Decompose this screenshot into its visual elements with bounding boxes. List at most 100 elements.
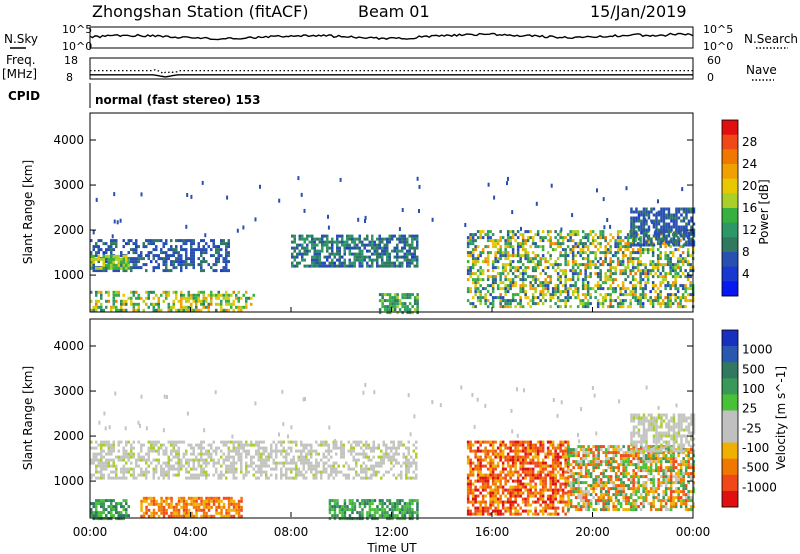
heatmap-cell [471, 461, 475, 465]
heatmap-cell [227, 511, 231, 515]
heatmap-cell [207, 293, 210, 297]
heatmap-cell [589, 272, 592, 276]
heatmap-cell [529, 245, 532, 249]
heatmap-cell [657, 199, 659, 204]
heatmap-cell [551, 242, 555, 246]
heatmap-cell [634, 278, 637, 282]
heatmap-cell [581, 263, 585, 267]
heatmap-cell [541, 290, 545, 294]
heatmap-cell [358, 261, 361, 265]
heatmap-cell [137, 266, 140, 270]
heatmap-cell [501, 467, 505, 471]
heatmap-cell [367, 476, 370, 480]
heatmap-cell [125, 263, 128, 267]
heatmap-cell [140, 266, 143, 270]
heatmap-cell [95, 517, 98, 521]
heatmap-cell [501, 236, 505, 240]
heatmap-cell [494, 440, 497, 444]
heatmap-cell [629, 290, 632, 294]
heatmap-cell [609, 284, 612, 288]
heatmap-cell [152, 269, 155, 273]
heatmap-cell [378, 299, 382, 303]
heatmap-cell [147, 239, 150, 243]
heatmap-cell [105, 499, 108, 503]
heatmap-cell [182, 452, 185, 456]
heatmap-cell [554, 293, 557, 297]
heatmap-cell [616, 263, 620, 267]
heatmap-cell [90, 476, 93, 480]
heatmap-cell [551, 494, 555, 498]
heatmap-cell [604, 248, 607, 252]
heatmap-cell [254, 217, 257, 222]
heatmap-cell [232, 308, 235, 312]
heatmap-cell [529, 461, 532, 465]
heatmap-cell [584, 475, 588, 479]
heatmap-cell [260, 461, 263, 465]
heatmap-cell [140, 455, 143, 459]
heatmap-cell [582, 457, 585, 461]
heatmap-cell [499, 248, 502, 252]
heatmap-cell [405, 458, 408, 462]
heatmap-cell [167, 496, 171, 500]
heatmap-cell [599, 263, 602, 267]
heatmap-cell [172, 446, 175, 450]
heatmap-cell [333, 240, 336, 244]
heatmap-cell [275, 455, 278, 459]
nsearch-label: N.Search [744, 32, 798, 46]
heatmap-cell [579, 508, 583, 512]
heatmap-cell [185, 452, 188, 456]
heatmap-cell [501, 491, 505, 495]
heatmap-cell [97, 260, 100, 264]
heatmap-cell [501, 440, 505, 444]
heatmap-cell [676, 302, 680, 306]
heatmap-cell [220, 470, 223, 474]
heatmap-cell [355, 473, 358, 477]
heatmap-cell [616, 230, 620, 234]
heatmap-cell [544, 503, 547, 507]
heatmap-cell [556, 305, 560, 309]
heatmap-cell [671, 281, 675, 285]
heatmap-cell [577, 466, 580, 470]
heatmap-cell [373, 243, 376, 247]
heatmap-cell [660, 240, 663, 244]
heatmap-cell [474, 284, 477, 288]
heatmap-cell [571, 251, 575, 255]
heatmap-cell [172, 449, 175, 453]
heatmap-cell [689, 269, 692, 273]
heatmap-cell [240, 496, 243, 500]
heatmap-cell [157, 296, 160, 300]
heatmap-cell [496, 479, 500, 483]
heatmap-cell [476, 287, 480, 291]
heatmap-cell [647, 243, 651, 247]
heatmap-cell [352, 440, 355, 444]
heatmap-cell [529, 440, 532, 444]
heatmap-cell [692, 207, 696, 211]
heatmap-cell [474, 455, 477, 459]
heatmap-cell [667, 210, 671, 214]
heatmap-cell [222, 514, 226, 518]
heatmap-cell [227, 269, 230, 273]
heatmap-cell [332, 443, 335, 447]
heatmap-cell [340, 446, 343, 450]
heatmap-cell [180, 263, 183, 267]
heatmap-cell [282, 461, 285, 465]
heatmap-cell [363, 258, 366, 262]
heatmap-cell [619, 293, 622, 297]
heatmap-cell [125, 266, 128, 270]
heatmap-cell [250, 443, 253, 447]
heatmap-cell [356, 246, 359, 250]
heatmap-cell [202, 239, 205, 243]
heatmap-cell [200, 458, 203, 462]
heatmap-cell [115, 239, 118, 243]
heatmap-cell [519, 305, 522, 309]
heatmap-cell [466, 254, 470, 258]
heatmap-cell [220, 302, 223, 306]
heatmap-cell [362, 443, 365, 447]
heatmap-cell [147, 514, 151, 518]
heatmap-cell [333, 261, 336, 265]
heatmap-cell [692, 228, 696, 232]
heatmap-cell [491, 470, 495, 474]
heatmap-cell [476, 461, 480, 465]
heatmap-cell [499, 476, 502, 480]
heatmap-cell [140, 449, 143, 453]
